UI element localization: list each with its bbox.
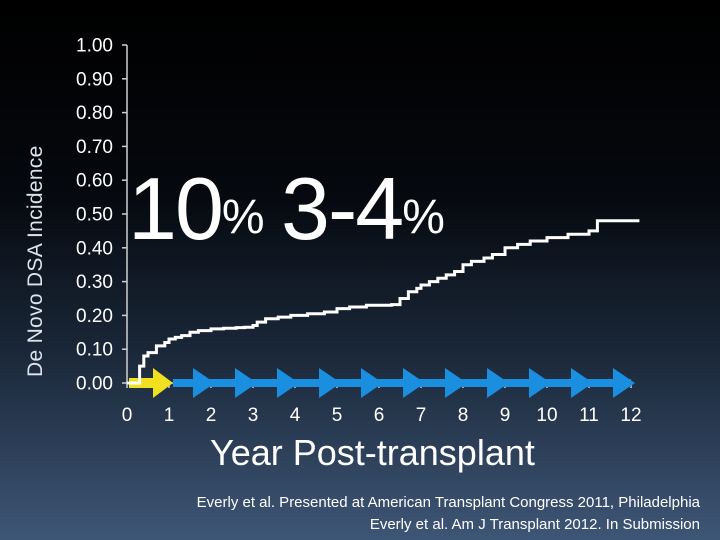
- timeline-band: [173, 379, 631, 387]
- x-tick-labels: 0 1 2 3 4 5 6 7 8 9 10 11 12: [122, 405, 642, 426]
- y-tick-label: 0.50: [76, 205, 113, 226]
- x-tick-label: 9: [500, 405, 511, 426]
- year1-annotation: 10%: [128, 158, 265, 260]
- x-tick-label: 3: [248, 405, 259, 426]
- x-tick-label: 5: [332, 405, 343, 426]
- y-tick-labels: 1.00 0.90 0.80 0.70 0.60 0.50 0.40 0.30 0.20 0.10…: [76, 36, 113, 395]
- x-tick-label: 7: [416, 405, 427, 426]
- later-number: 3-4: [281, 159, 404, 258]
- y-tick-label: 0.20: [76, 306, 113, 327]
- y-tick-label: 0.40: [76, 238, 113, 259]
- year1-number: 10: [128, 159, 224, 258]
- year1-unit: %: [221, 191, 265, 244]
- x-tick-label: 8: [458, 405, 469, 426]
- y-tick-label: 0.90: [76, 69, 113, 90]
- timeline-arrow: [403, 368, 425, 398]
- citation-line-2: Everly et al. Am J Transplant 2012. In S…: [369, 516, 700, 533]
- y-tick-label: 0.70: [76, 137, 113, 158]
- y-tick-label: 0.10: [76, 340, 113, 361]
- timeline-arrow: [487, 368, 509, 398]
- x-tick-label: 2: [206, 405, 217, 426]
- y-tick-label: 1.00: [76, 36, 113, 57]
- y-tick-label: 0.00: [76, 374, 113, 395]
- x-tick-label: 11: [579, 405, 599, 426]
- y-tick-label: 0.30: [76, 272, 113, 293]
- timeline-arrow: [277, 368, 299, 398]
- y-tick-label: 0.60: [76, 171, 113, 192]
- timeline-arrows: [129, 368, 635, 398]
- timeline-arrow: [193, 368, 215, 398]
- x-tick-label: 0: [122, 405, 133, 426]
- x-tick-label: 4: [290, 405, 301, 426]
- x-tick-label: 1: [164, 405, 175, 426]
- timeline-arrow: [613, 368, 635, 398]
- timeline-arrow: [445, 368, 467, 398]
- citation-line-1: Everly et al. Presented at American Tran…: [196, 494, 700, 511]
- timeline-arrow: [129, 368, 173, 398]
- x-axis-title: Year Post-transplant: [210, 432, 535, 473]
- timeline-arrow: [319, 368, 341, 398]
- timeline-arrow: [571, 368, 593, 398]
- timeline-arrow: [235, 368, 257, 398]
- y-tick-label: 0.80: [76, 103, 113, 124]
- x-tick-label: 12: [620, 405, 641, 426]
- chart-series: [127, 219, 640, 385]
- x-tick-label: 10: [536, 405, 557, 426]
- incidence-step-line: [127, 219, 640, 385]
- x-tick-label: 6: [374, 405, 385, 426]
- later-unit: %: [402, 191, 445, 244]
- later-annotation: 3-4%: [281, 158, 445, 260]
- timeline-arrow: [529, 368, 551, 398]
- y-axis-title: De Novo DSA Incidence: [24, 145, 47, 377]
- timeline-arrow: [361, 368, 383, 398]
